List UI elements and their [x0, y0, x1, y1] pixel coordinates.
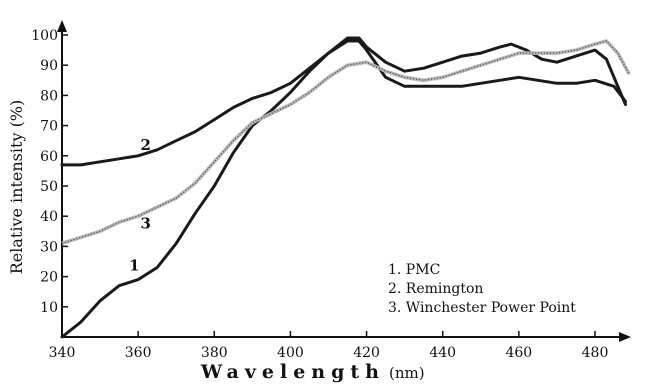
- y-tick-label: 90: [40, 58, 58, 74]
- y-tick-label: 30: [40, 239, 58, 255]
- y-tick-label: 50: [40, 179, 58, 195]
- y-axis-arrow: [57, 20, 67, 32]
- legend: 1. PMC 2. Remington 3. Winchester Power …: [388, 262, 576, 316]
- y-tick-label: 40: [40, 209, 58, 225]
- y-tick-label: 70: [40, 119, 58, 135]
- y-tick-label: 10: [40, 300, 58, 316]
- legend-entry-2: 2. Remington: [388, 281, 483, 297]
- x-tick-label: 360: [125, 345, 152, 361]
- series-line-1: [60, 36, 627, 339]
- x-tick-label: 340: [49, 345, 76, 361]
- y-tick-label: 60: [40, 149, 58, 165]
- labels-layer: 1 2 3: [129, 136, 151, 275]
- x-axis-arrow: [619, 332, 631, 342]
- series-label-3: 3: [141, 214, 151, 232]
- series-line-3-texture: [61, 40, 630, 245]
- axes: 10 20 30 40 50 60 70 80 90 100 340 360 380 400 420 440 4…: [31, 20, 631, 361]
- x-axis-unit: (nm): [389, 364, 425, 382]
- y-tick-label: 20: [40, 270, 58, 286]
- y-axis-title: Relative intensity (%): [7, 100, 26, 275]
- y-tick-label: 100: [31, 28, 58, 44]
- y-tick-label: 80: [40, 88, 58, 104]
- x-tick-label: 420: [353, 345, 380, 361]
- series-line-2: [60, 39, 627, 167]
- series-layer: [60, 36, 631, 339]
- x-tick-label: 440: [429, 345, 456, 361]
- x-tick-label: 460: [505, 345, 532, 361]
- legend-entry-3: 3. Winchester Power Point: [388, 300, 576, 316]
- series-label-2: 2: [141, 136, 151, 154]
- legend-entry-1: 1. PMC: [388, 262, 440, 278]
- x-axis-title: Wavelength: [200, 361, 385, 383]
- x-tick-label: 400: [277, 345, 304, 361]
- x-tick-label: 480: [582, 345, 609, 361]
- x-tick-label: 380: [201, 345, 228, 361]
- series-label-1: 1: [129, 257, 139, 275]
